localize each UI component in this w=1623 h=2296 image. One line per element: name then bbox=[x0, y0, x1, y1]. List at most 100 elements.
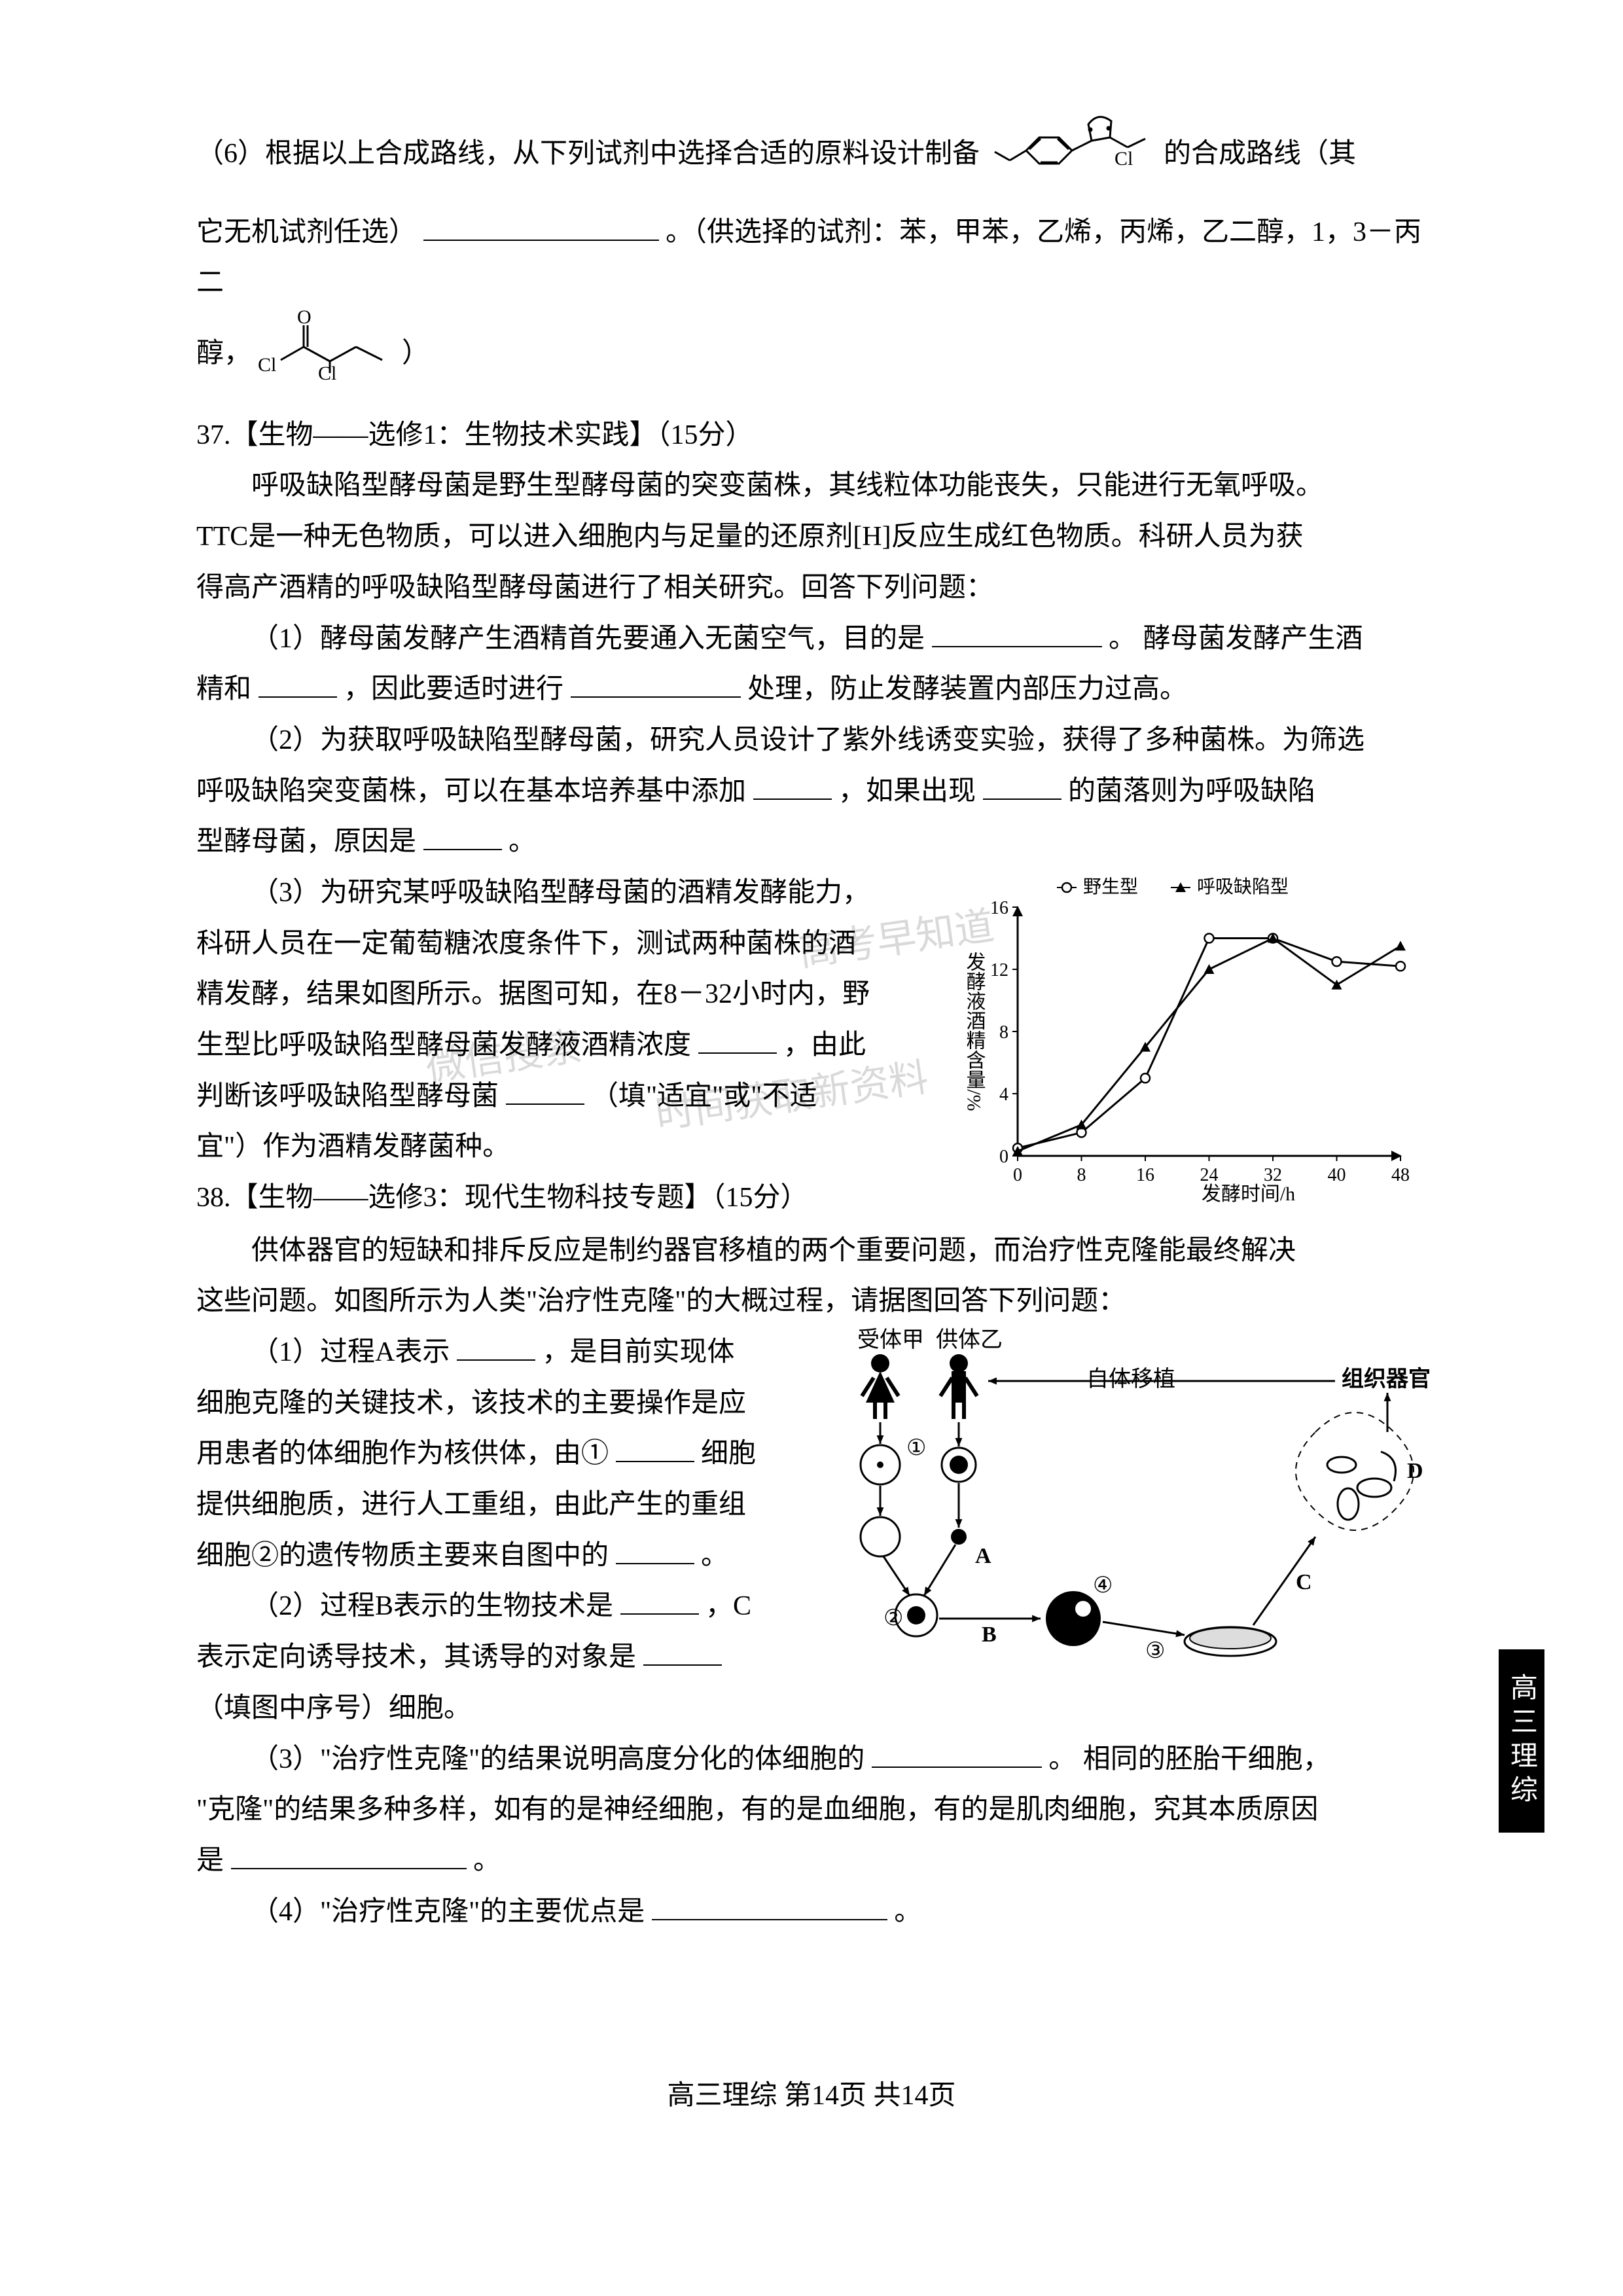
q37-p2b-b: ，如果出现 bbox=[838, 776, 976, 806]
svg-text:D: D bbox=[1407, 1459, 1423, 1483]
q38-p1e: 细胞②的遗传物质主要来自图中的 。 bbox=[196, 1531, 818, 1582]
svg-text:Cl: Cl bbox=[318, 363, 336, 381]
q37-blank6 bbox=[423, 819, 502, 850]
svg-text:12: 12 bbox=[990, 960, 1008, 980]
q38-p1b: 细胞克隆的关键技术，该技术的主要操作是应 bbox=[196, 1378, 818, 1429]
q37-p3d-b: ，由此 bbox=[783, 1030, 866, 1060]
q38-blank1 bbox=[457, 1329, 535, 1361]
svg-text:①: ① bbox=[906, 1436, 926, 1460]
svg-text:④: ④ bbox=[1093, 1573, 1113, 1598]
q38-p1a-a: （1）过程A表示 bbox=[251, 1337, 450, 1367]
svg-text:自体移植: 自体移植 bbox=[1086, 1367, 1175, 1391]
q6-l3: 醇， bbox=[196, 329, 251, 380]
q37-p1b-a: 精和 bbox=[196, 674, 251, 704]
svg-text:4: 4 bbox=[999, 1085, 1008, 1105]
q38-p3a-b: 。 相同的胚胎干细胞， bbox=[1048, 1744, 1330, 1774]
q37-blank1 bbox=[932, 615, 1102, 647]
q38-blank7 bbox=[231, 1838, 467, 1869]
q37-p1b-b: ，因此要适时进行 bbox=[344, 674, 563, 704]
svg-text:Cl: Cl bbox=[1115, 148, 1133, 170]
svg-text:8: 8 bbox=[1077, 1165, 1086, 1185]
q37-p3b: 科研人员在一定葡萄糖浓度条件下，测试两种菌株的酒 bbox=[196, 919, 955, 970]
svg-text:32: 32 bbox=[1264, 1165, 1282, 1185]
svg-text:8: 8 bbox=[999, 1022, 1008, 1043]
q38-p3c-b: 。 bbox=[473, 1846, 501, 1876]
q38-p2a: （2）过程B表示的生物技术是 ，C bbox=[196, 1581, 818, 1632]
q38-p3c-a: 是 bbox=[196, 1846, 224, 1876]
q38-blank2 bbox=[616, 1431, 694, 1462]
svg-text:发酵时间/h: 发酵时间/h bbox=[1202, 1183, 1295, 1205]
q38-blank6 bbox=[872, 1736, 1042, 1767]
svg-text:16: 16 bbox=[990, 898, 1008, 918]
svg-text:0: 0 bbox=[1013, 1165, 1022, 1185]
svg-text:②: ② bbox=[883, 1606, 903, 1630]
svg-text:0: 0 bbox=[999, 1147, 1008, 1167]
q6-l2a: 它无机试剂任选） bbox=[196, 217, 416, 247]
q38-diagram: 受体甲供体乙自体移植组织器官①②AB④③CD bbox=[818, 1327, 1440, 1681]
q37-p2c-b: 。 bbox=[508, 827, 536, 857]
q6-prefix: （6）根据以上合成路线，从下列试剂中选择合适的原料设计制备 bbox=[196, 139, 980, 169]
q38-blank3 bbox=[616, 1533, 694, 1564]
q37-p3a: （3）为研究某呼吸缺陷型酵母菌的酒精发酵能力， bbox=[196, 868, 955, 919]
q38-p3c: 是 。 bbox=[196, 1836, 1440, 1887]
svg-text:发酵液酒精含量/%: 发酵液酒精含量/% bbox=[963, 952, 986, 1111]
q38-p1c: 用患者的体细胞作为核供体，由① 细胞 bbox=[196, 1429, 818, 1480]
q6-molecule2: O Cl Cl bbox=[251, 309, 402, 399]
q38-diagram-wrap: 受体甲供体乙自体移植组织器官①②AB④③CD bbox=[818, 1327, 1440, 1698]
svg-text:受体甲: 受体甲 bbox=[857, 1327, 924, 1352]
q6-line3: 醇， O Cl Cl ） bbox=[196, 309, 1440, 399]
q37-p2c-a: 型酵母菌，原因是 bbox=[196, 827, 416, 857]
q38-p1e-a: 细胞②的遗传物质主要来自图中的 bbox=[196, 1541, 609, 1571]
svg-text:野生型: 野生型 bbox=[1083, 876, 1138, 897]
q38-intro1: 供体器官的短缺和排斥反应是制约器官移植的两个重要问题，而治疗性克隆能最终解决 bbox=[196, 1226, 1440, 1277]
q37-blank3 bbox=[571, 666, 741, 698]
page-footer: 高三理综 第14页 共14页 bbox=[667, 2073, 955, 2113]
q37-p3e: 判断该呼吸缺陷型酵母菌 （填"适宜"或"不适 bbox=[196, 1071, 955, 1122]
q37-intro1: 呼吸缺陷型酵母菌是野生型酵母菌的突变菌株，其线粒体功能丧失，只能进行无氧呼吸。 bbox=[196, 461, 1440, 512]
q38-blank4 bbox=[620, 1583, 699, 1615]
q38-p2b-a: 表示定向诱导技术，其诱导的对象是 bbox=[196, 1642, 636, 1672]
q38-body-row: （1）过程A表示 ，是目前实现体 细胞克隆的关键技术，该技术的主要操作是应 用患… bbox=[196, 1327, 1440, 1734]
q38-p4a: （4）"治疗性克隆"的主要优点是 。 bbox=[196, 1887, 1440, 1938]
q38-p3b: "克隆"的结果多种多样，如有的是神经细胞，有的是血细胞，有的是肌肉细胞，究其本质… bbox=[196, 1785, 1440, 1836]
q38-p2a-a: （2）过程B表示的生物技术是 bbox=[251, 1591, 613, 1621]
svg-text:组织器官: 组织器官 bbox=[1342, 1367, 1431, 1391]
svg-text:40: 40 bbox=[1328, 1165, 1346, 1185]
q6-line1: （6）根据以上合成路线，从下列试剂中选择合适的原料设计制备 bbox=[196, 105, 1440, 207]
q6-l3end: ） bbox=[402, 329, 429, 380]
q37-blank5 bbox=[983, 768, 1061, 799]
svg-text:供体乙: 供体乙 bbox=[936, 1328, 1003, 1352]
q38-p3a-a: （3）"治疗性克隆"的结果说明高度分化的体细胞的 bbox=[251, 1744, 865, 1774]
svg-text:呼吸缺陷型: 呼吸缺陷型 bbox=[1197, 876, 1289, 897]
q38-p1c-b: 细胞 bbox=[701, 1439, 756, 1469]
q38-p1d: 提供细胞质，进行人工重组，由此产生的重组 bbox=[196, 1480, 818, 1531]
q38-p1c-a: 用患者的体细胞作为核供体，由① bbox=[196, 1439, 609, 1469]
q38-p4a-a: （4）"治疗性克隆"的主要优点是 bbox=[251, 1897, 645, 1927]
q37-p2b-c: 的菌落则为呼吸缺陷 bbox=[1068, 776, 1315, 806]
q37-p1a: （1）酵母菌发酵产生酒精首先要通入无菌空气，目的是 。 酵母菌发酵产生酒 bbox=[196, 614, 1440, 665]
q38-title: 38.【生物——选修3：现代生物科技专题】（15分） bbox=[196, 1173, 955, 1224]
q38-p3a: （3）"治疗性克隆"的结果说明高度分化的体细胞的 。 相同的胚胎干细胞， bbox=[196, 1734, 1440, 1785]
svg-text:③: ③ bbox=[1145, 1639, 1165, 1663]
q6-molecule1: Cl bbox=[987, 105, 1157, 207]
q37-p3e-b: （填"适宜"或"不适 bbox=[591, 1081, 817, 1111]
q37-blank7 bbox=[698, 1022, 777, 1054]
svg-text:B: B bbox=[982, 1623, 997, 1647]
q38-p2a-b: ，C bbox=[705, 1591, 751, 1621]
svg-text:16: 16 bbox=[1136, 1165, 1154, 1185]
svg-text:C: C bbox=[1296, 1570, 1312, 1594]
q38-blank8 bbox=[652, 1888, 887, 1920]
svg-text:Cl: Cl bbox=[258, 354, 276, 376]
svg-text:48: 48 bbox=[1391, 1165, 1410, 1185]
svg-text:24: 24 bbox=[1200, 1165, 1219, 1185]
q37-p3c: 精发酵，结果如图所示。据图可知，在8－32小时内，野 bbox=[196, 969, 955, 1020]
q38-p1a: （1）过程A表示 ，是目前实现体 bbox=[196, 1327, 818, 1378]
q38-intro2: 这些问题。如图所示为人类"治疗性克隆"的大概过程，请据图回答下列问题： bbox=[196, 1276, 1440, 1327]
q37-blank2 bbox=[259, 666, 337, 698]
q37-p1b-c: 处理，防止发酵装置内部压力过高。 bbox=[747, 674, 1187, 704]
q37-blank4 bbox=[753, 768, 832, 799]
q37-p3f: 宜"）作为酒精发酵菌种。 bbox=[196, 1122, 955, 1173]
q6-suffix: 的合成路线（其 bbox=[1164, 139, 1356, 169]
q37-p3-row: （3）为研究某呼吸缺陷型酵母菌的酒精发酵能力， 科研人员在一定葡萄糖浓度条件下，… bbox=[196, 868, 1440, 1226]
q37-intro2b: 得高产酒精的呼吸缺陷型酵母菌进行了相关研究。回答下列问题： bbox=[196, 563, 1440, 614]
